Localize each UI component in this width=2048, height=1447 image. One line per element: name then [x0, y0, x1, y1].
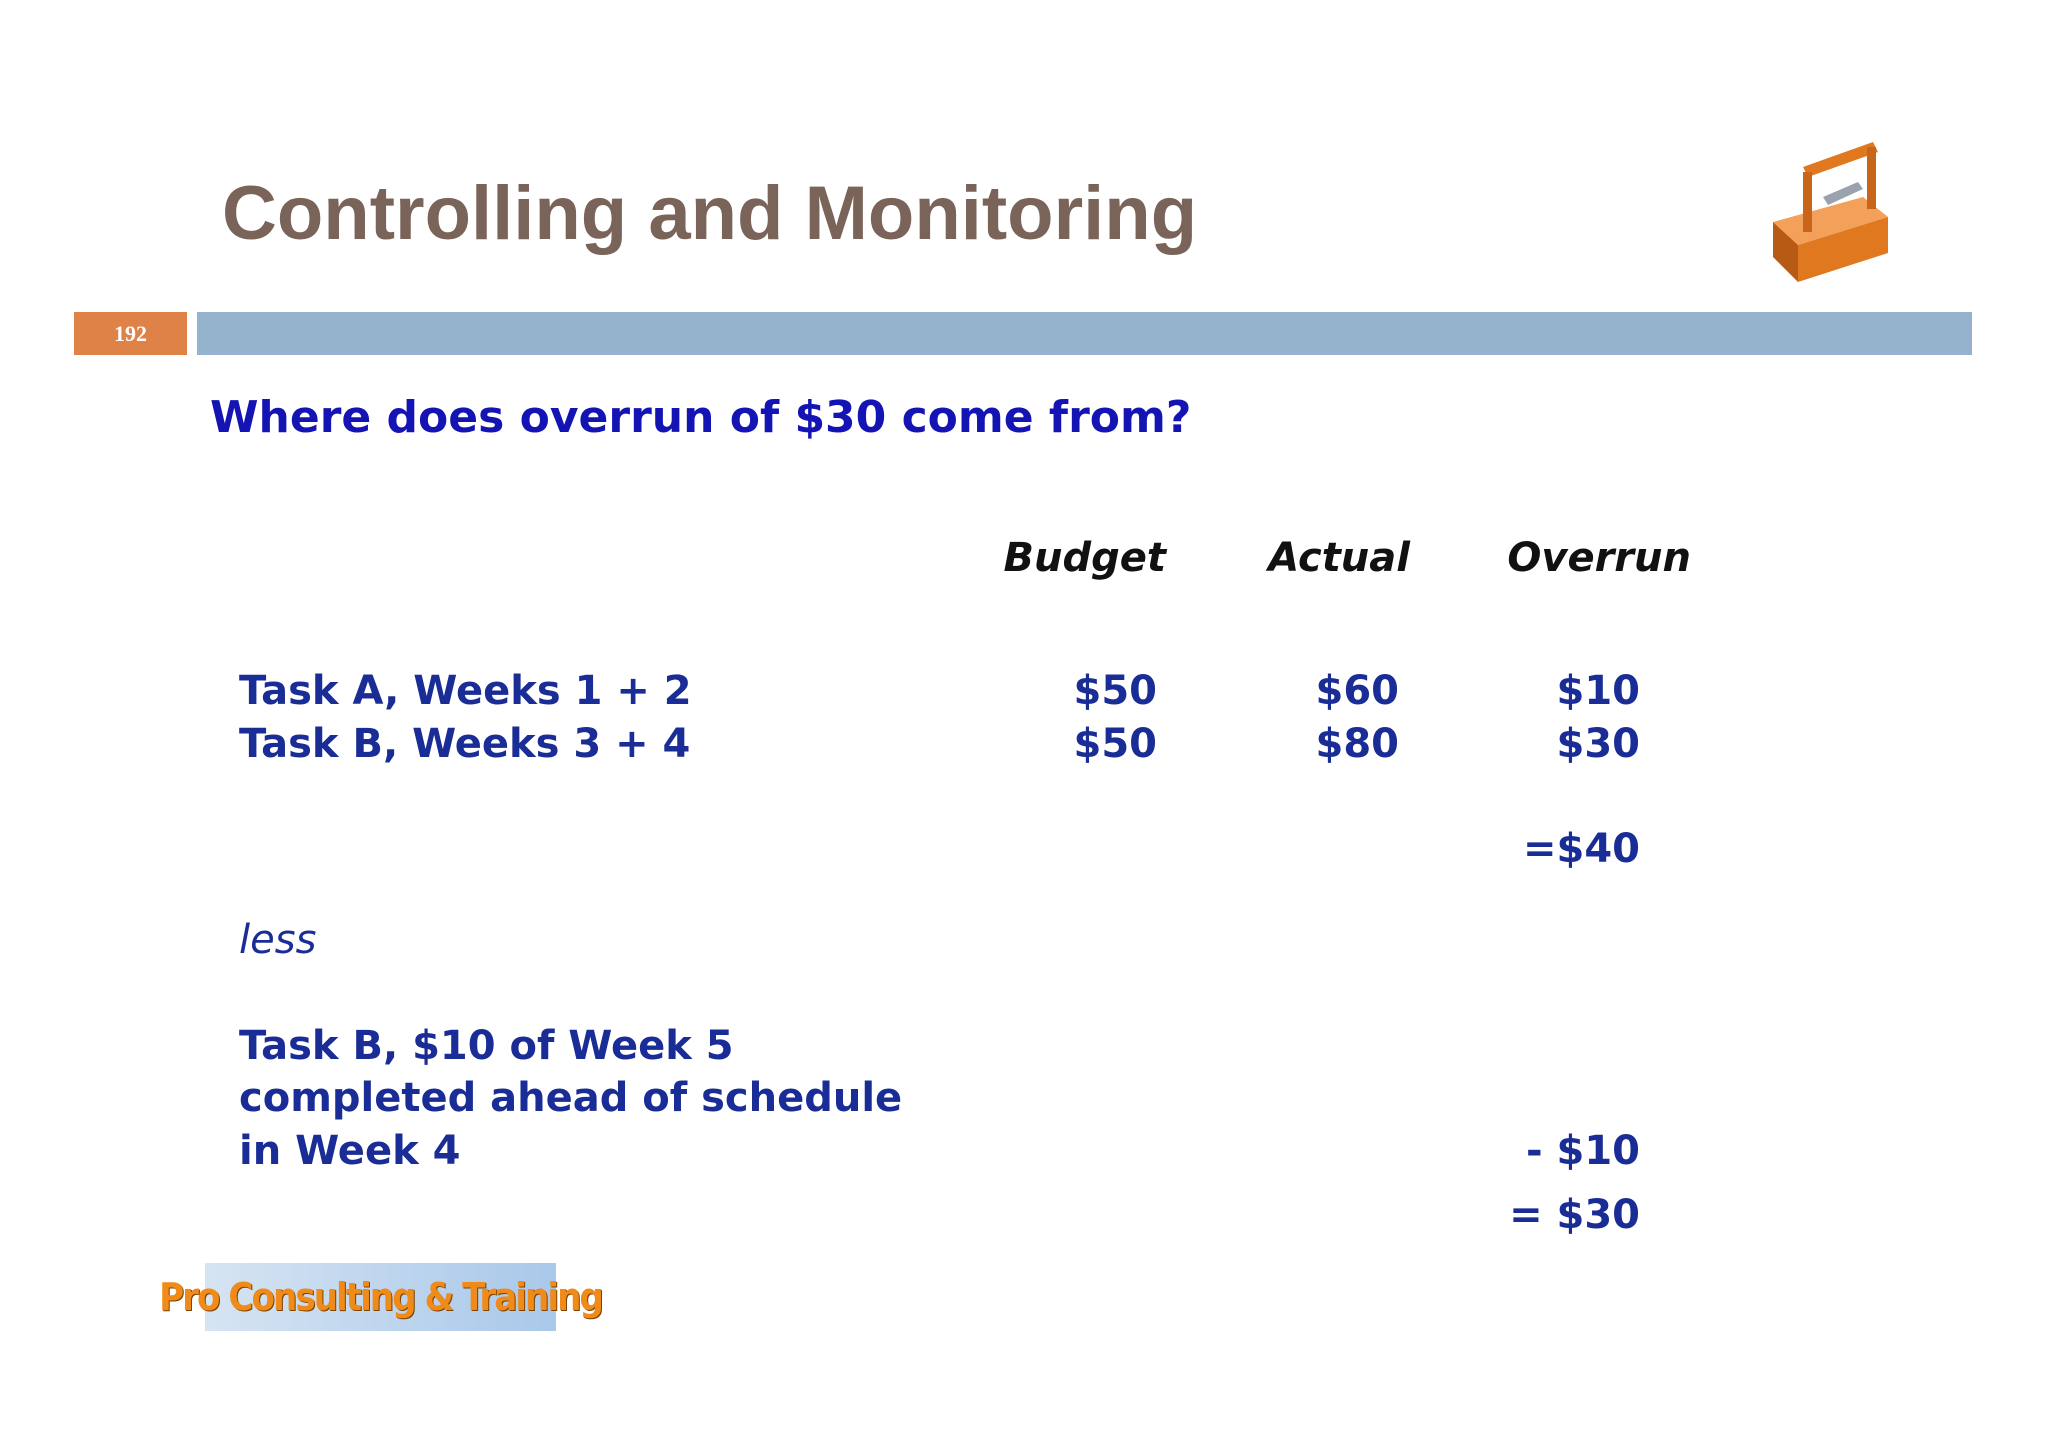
- cell: $30: [1556, 721, 1641, 767]
- cell: $10: [1556, 668, 1641, 714]
- column-header: Actual: [1268, 535, 1410, 581]
- note-line: Task B, $10 of Week 5: [239, 1023, 734, 1069]
- header-bar: [197, 312, 1972, 355]
- cell: $50: [1073, 668, 1158, 714]
- column-header: Budget: [1003, 535, 1166, 581]
- row-label: Task A, Weeks 1 + 2: [239, 668, 692, 714]
- cell: $60: [1315, 668, 1400, 714]
- subtitle: Where does overrun of $30 come from?: [210, 392, 1192, 443]
- row-label: Task B, Weeks 3 + 4: [239, 721, 691, 767]
- adjustment-value: - $10: [1525, 1128, 1640, 1174]
- logo: Pro Consulting & Training: [159, 1263, 604, 1331]
- title: Controlling and Monitoring: [222, 171, 1198, 256]
- column-header: Overrun: [1507, 535, 1691, 581]
- less-label: less: [239, 917, 317, 963]
- total: =$40: [1522, 826, 1640, 872]
- note-line: in Week 4: [239, 1128, 461, 1174]
- note-line: completed ahead of schedule: [239, 1075, 903, 1121]
- cell: $80: [1315, 721, 1400, 767]
- toolbox-icon: [1773, 142, 1888, 282]
- cell: $50: [1073, 721, 1158, 767]
- page-number: 192: [74, 312, 187, 355]
- result: = $30: [1509, 1192, 1640, 1238]
